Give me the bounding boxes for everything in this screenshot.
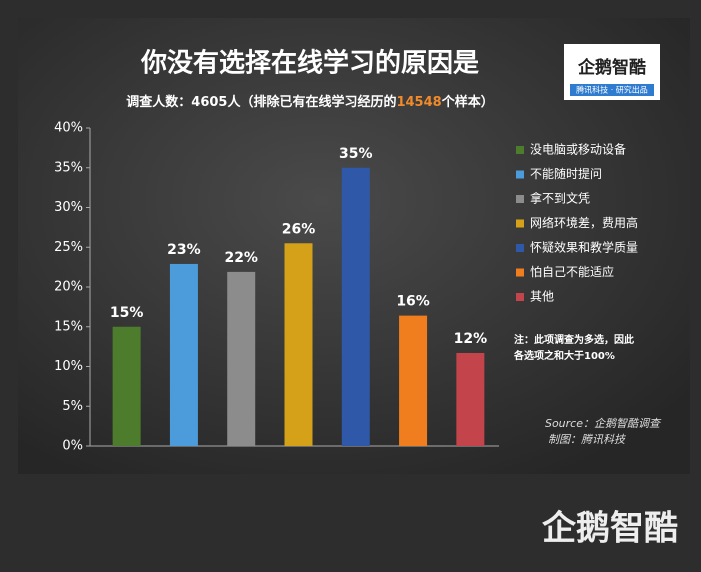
data-label: 26% xyxy=(282,221,316,237)
y-tick-label: 10% xyxy=(54,359,83,374)
data-label: 15% xyxy=(110,305,144,321)
credit: 制图：腾讯科技 xyxy=(548,433,627,446)
legend-label: 其他 xyxy=(530,290,554,304)
legend-label: 拿不到文凭 xyxy=(530,191,590,206)
y-tick-label: 0% xyxy=(62,439,83,454)
chart-title: 你没有选择在线学习的原因是 xyxy=(140,48,479,79)
y-tick-label: 5% xyxy=(62,399,83,414)
y-tick-label: 20% xyxy=(54,280,83,295)
brand: 企鹅智酷 xyxy=(542,509,678,549)
y-tick-label: 15% xyxy=(54,319,83,334)
bar xyxy=(456,352,485,446)
data-label: 35% xyxy=(339,146,373,162)
logo-subtext: 腾讯科技 · 研究出品 xyxy=(576,85,648,95)
source: Source：企鹅智酷调查 xyxy=(545,417,662,430)
legend-label: 没电脑或移动设备 xyxy=(530,142,626,157)
subtitle-part: 调查人数：4605人（排除已有在线学习经历的 xyxy=(126,94,396,110)
bar xyxy=(284,243,313,446)
y-tick-label: 40% xyxy=(54,121,83,136)
data-label: 16% xyxy=(396,294,430,310)
note: 注：此项调查为多选，因此 xyxy=(514,333,634,346)
chart-subtitle: 调查人数：4605人（排除已有在线学习经历的14548个样本） xyxy=(126,94,493,110)
bar xyxy=(227,271,256,446)
legend-swatch xyxy=(516,219,524,228)
legend-label: 不能随时提问 xyxy=(530,166,602,181)
logo-band xyxy=(570,84,654,96)
data-label: 22% xyxy=(224,250,258,266)
subtitle-highlight: 14548 xyxy=(396,95,441,110)
legend-swatch xyxy=(516,146,524,154)
data-label: 23% xyxy=(167,242,201,258)
y-tick-label: 25% xyxy=(54,240,83,255)
bar xyxy=(399,315,428,446)
logo-text: 企鹅智酷 xyxy=(577,57,646,78)
data-label: 12% xyxy=(454,331,488,347)
y-tick-label: 30% xyxy=(54,200,83,215)
bar xyxy=(341,167,370,446)
legend-swatch xyxy=(516,268,524,277)
subtitle-part: 个样本） xyxy=(441,94,494,110)
legend-label: 网络环境差，费用高 xyxy=(530,215,638,230)
legend-label: 怕自己不能适应 xyxy=(530,264,614,279)
legend-swatch xyxy=(516,293,524,301)
bar xyxy=(169,263,198,446)
y-tick-label: 35% xyxy=(54,160,83,175)
legend-label: 怀疑效果和教学质量 xyxy=(530,240,638,255)
legend-swatch xyxy=(516,170,524,179)
bar xyxy=(112,326,141,446)
legend-swatch xyxy=(516,244,524,252)
note: 各选项之和大于100% xyxy=(513,349,615,362)
legend-swatch xyxy=(516,195,524,203)
